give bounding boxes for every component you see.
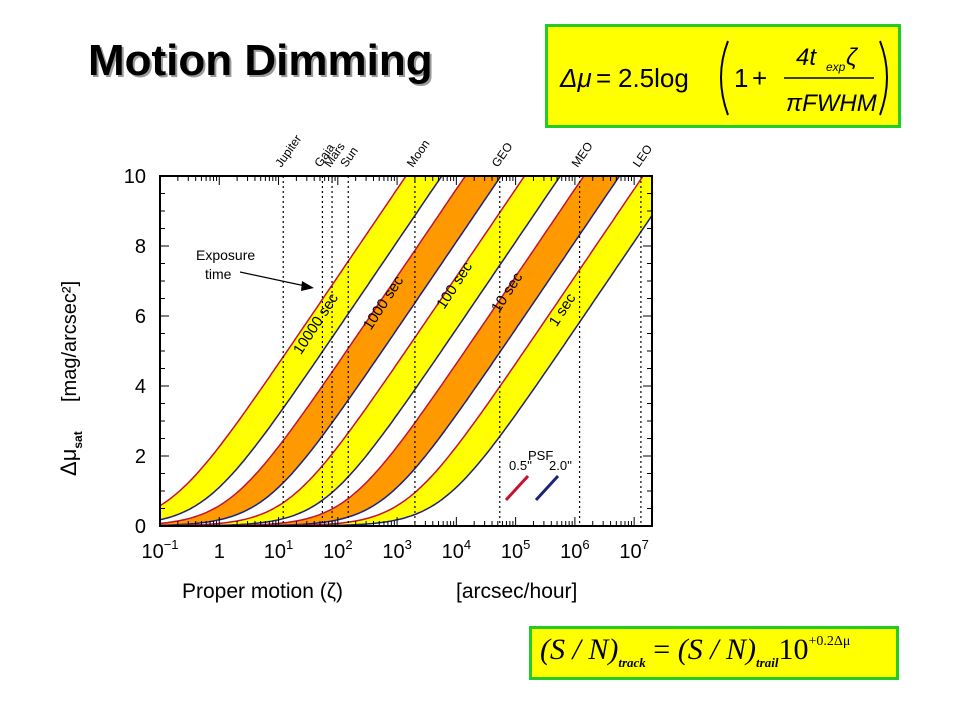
snr-rhs: (S / N) [677, 633, 757, 666]
x-axis-title: Proper motion (ζ) [182, 580, 343, 603]
snr-formula-text: (S / N)track = (S / N)trail10+0.2Δμ [540, 633, 850, 671]
curve-red-100s [160, 176, 526, 526]
x-tick-label: 103 [382, 537, 411, 563]
formula-plus: + [752, 63, 767, 93]
x-tick-label: 106 [560, 537, 589, 563]
psf-legend-title: PSF [528, 448, 553, 463]
ref-label-leo: LEO [630, 142, 655, 170]
snr-lhs: (S / N) [540, 633, 619, 666]
band-1000s [160, 176, 501, 526]
curve-blue-10000s [160, 176, 443, 521]
band-layer [160, 176, 652, 526]
snr-rhs-sub: trail [756, 655, 779, 670]
y-tick-label: 2 [135, 446, 146, 468]
formula-numerator: 4t [796, 44, 817, 71]
ref-label-jupiter: Jupiter [272, 132, 304, 170]
curve-red-10000s [160, 176, 407, 507]
y-axis-units: [mag/arcsec²] [59, 281, 81, 402]
psf-legend-label-blue: 2.0'' [549, 458, 572, 473]
psf-legend-swatch-red [504, 474, 530, 502]
y-axis-title: Δμsat [56, 431, 85, 476]
formula-eq: = [596, 63, 611, 93]
ref-label-moon: Moon [404, 137, 433, 170]
annotation-arrow-line [239, 271, 311, 288]
band-10000s [160, 176, 442, 520]
x-tick-label: 105 [501, 537, 530, 563]
formula-one: 1 [734, 63, 748, 93]
slide-title: Motion Dimming [88, 36, 433, 85]
x-tick-label: 107 [619, 537, 648, 563]
formula-coef: 2.5log [618, 63, 689, 93]
curve-blue-1000s [160, 176, 502, 526]
ref-label-geo: GEO [489, 140, 516, 170]
band-100s [160, 176, 561, 526]
snr-lhs-sub: track [618, 655, 646, 670]
formula-numerator-zeta: ζ [846, 44, 859, 71]
annotation-exposure: Exposure [196, 247, 255, 263]
snr-eq: = [653, 633, 671, 666]
x-tick-label: 1 [214, 541, 225, 563]
snr-formula: (S / N)track = (S / N)trail10+0.2Δμ [529, 626, 899, 680]
y-tick-label: 0 [135, 516, 146, 538]
annotation-time: time [205, 266, 232, 282]
y-tick-label: 4 [135, 376, 146, 398]
x-tick-label: 102 [323, 537, 352, 563]
formula-left-paren [720, 40, 729, 116]
x-axis-units: [arcsec/hour] [456, 580, 577, 603]
curve-red-1000s [160, 176, 467, 525]
formula-right-paren [879, 40, 888, 116]
band-1s [160, 176, 652, 526]
tick-layer [159, 175, 653, 527]
y-tick-label: 10 [124, 166, 146, 188]
x-tick-label: 101 [264, 537, 293, 563]
y-tick-label: 6 [135, 306, 146, 328]
curve-blue-1s [160, 215, 652, 526]
formula-dimming-svg: Δμ = 2.5log 1 + 4t exp ζ πFWHM [559, 40, 888, 117]
snr-base: 10 [778, 633, 809, 666]
annotation-arrow-head [301, 281, 314, 291]
motion-dimming-formula: Δμ = 2.5log 1 + 4t exp ζ πFWHM [545, 24, 901, 128]
psf-legend-swatch-blue [534, 474, 560, 502]
y-tick-label: 8 [135, 236, 146, 258]
snr-exp: +0.2Δμ [808, 634, 851, 649]
x-tick-label: 10−1 [141, 537, 178, 563]
psf-legend-label-red: 0.5'' [509, 458, 532, 473]
formula-numerator-sub: exp [826, 60, 846, 74]
formula-denominator: πFWHM [786, 90, 877, 117]
curve-blue-100s [160, 176, 562, 526]
ref-label-meo: MEO [569, 139, 596, 169]
formula-lhs: Δμ [559, 63, 592, 93]
x-tick-label: 104 [442, 537, 471, 563]
